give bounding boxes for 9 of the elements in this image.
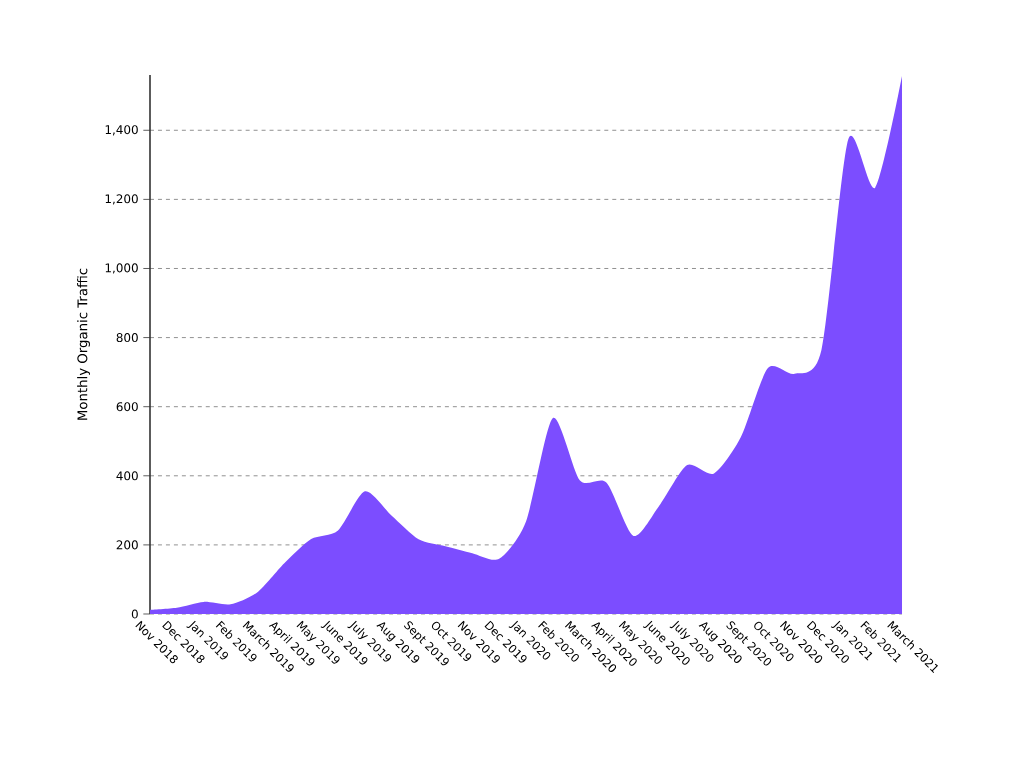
- y-tick-label: 1,200: [105, 194, 138, 205]
- y-tick-label: 1,400: [105, 125, 138, 136]
- y-tick-label: 1,000: [105, 263, 138, 274]
- y-tick-label: 200: [116, 540, 138, 550]
- y-axis-title: Monthly Organic Traffic: [77, 268, 90, 420]
- y-tick-label: 0: [131, 609, 138, 619]
- y-tick-label: 600: [116, 402, 138, 412]
- y-tick-label: 400: [116, 471, 138, 481]
- y-tick-label: 800: [116, 333, 138, 343]
